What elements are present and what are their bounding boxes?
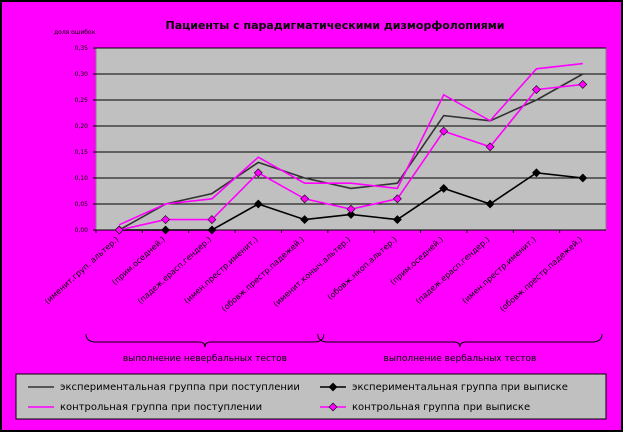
data-point-marker [328, 382, 338, 392]
data-point-marker [346, 209, 356, 219]
group-brace [85, 333, 325, 348]
legend: экспериментальная группа при поступлении… [15, 373, 607, 420]
x-category-label: (обовж.престр.падежей.) [498, 235, 584, 314]
data-point-marker [439, 183, 449, 193]
y-axis-label: доля ошибок [54, 29, 96, 36]
legend-entry: контрольная группа при выписке [352, 402, 530, 413]
y-tick-label: 0,10 [75, 175, 89, 182]
data-point-marker [207, 215, 217, 225]
data-point-marker [392, 215, 402, 225]
data-point-marker [253, 168, 263, 178]
y-tick-label: 0,35 [75, 45, 89, 52]
y-tick-label: 0,15 [75, 149, 89, 156]
legend-entry: экспериментальная группа при поступлении [60, 382, 300, 393]
data-point-marker [328, 402, 338, 412]
data-point-marker [439, 126, 449, 136]
data-point-marker [161, 215, 170, 225]
chart-title: Пациенты с парадигматическими дизморфоло… [165, 19, 504, 32]
legend-entry: контрольная группа при поступлении [60, 402, 262, 413]
data-point-marker [114, 225, 124, 235]
y-tick-label: 0,30 [75, 71, 89, 78]
category-groups: выполнение невербальных тестов выполнение… [85, 333, 603, 364]
data-point-marker [253, 199, 263, 209]
x-category-label: (имен.престр.именит.) [182, 235, 259, 306]
series-lines [114, 62, 588, 235]
x-category-label: (имен.престр.именит.) [461, 235, 538, 306]
x-category-label: (именит.груп. альтер.) [43, 235, 121, 306]
data-point-marker [161, 225, 170, 235]
y-tick-label: 0,05 [75, 201, 89, 208]
x-category-label: (падеж.ерасп.гендер.) [414, 235, 491, 306]
x-category-label: (именит.коныч.альтер.) [272, 235, 353, 309]
data-point-marker [485, 142, 495, 152]
data-point-marker [207, 225, 217, 235]
group-label: выполнение невербальных тестов [123, 354, 287, 364]
data-point-marker [300, 215, 310, 225]
group-brace [317, 333, 603, 348]
data-point-marker [300, 194, 310, 204]
data-point-marker [532, 85, 541, 95]
y-tick-label: 0,20 [75, 123, 89, 130]
data-point-marker [578, 173, 588, 183]
x-category-label: (падеж.ерасп.гендер.) [136, 235, 213, 306]
data-point-marker [532, 168, 541, 178]
y-tick-label: 0,25 [75, 97, 89, 104]
y-tick-label: 0,00 [75, 227, 89, 234]
x-category-label: (обовж.престр.падежей.) [220, 235, 306, 314]
legend-entry: экспериментальная группа при выписке [352, 382, 568, 393]
data-point-marker [392, 194, 402, 204]
data-point-marker [485, 199, 495, 209]
series-line [118, 73, 584, 231]
legend-box [15, 373, 607, 420]
data-point-marker [346, 204, 356, 214]
series-line [118, 62, 583, 226]
plot-area [95, 47, 607, 231]
x-axis-categories: (именит.груп. альтер.)(прим.оседней.)(па… [43, 230, 584, 314]
data-point-marker [578, 79, 588, 89]
y-axis-ticks: 0,00 0,05 0,10 0,15 0,20 0,25 0,30 0,35 [75, 45, 96, 234]
group-label: выполнение вербальных тестов [384, 354, 537, 364]
